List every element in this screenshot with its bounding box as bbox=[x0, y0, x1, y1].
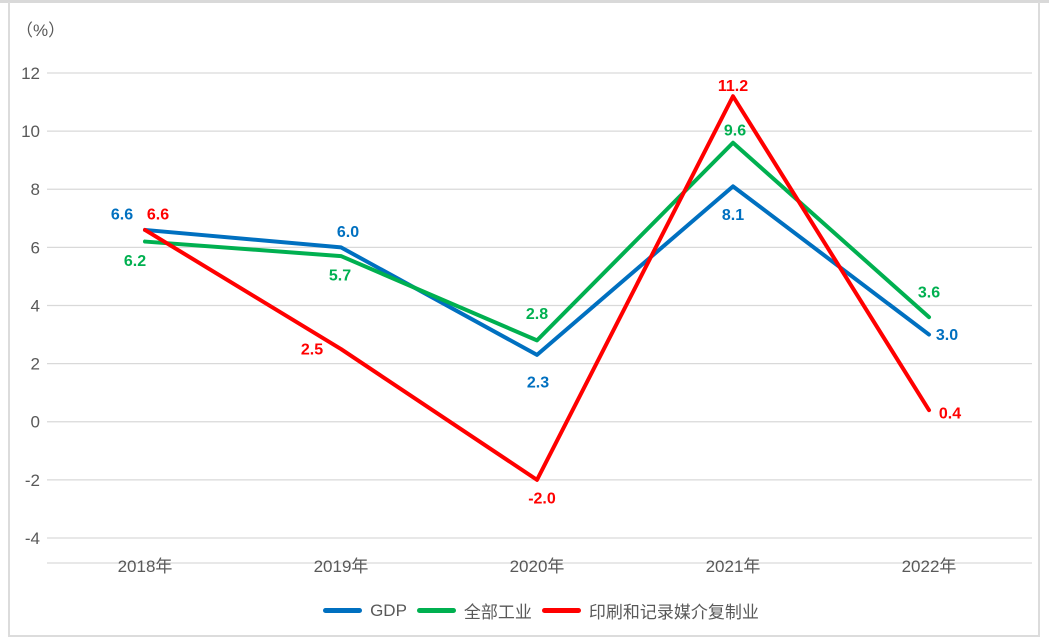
legend-swatch-all-industry bbox=[416, 608, 456, 613]
x-tick-label-2021: 2021年 bbox=[706, 557, 761, 576]
x-tick-label-2018: 2018年 bbox=[118, 557, 173, 576]
data-label-all-industry-2020年: 2.8 bbox=[526, 306, 548, 323]
data-label-gdp-2019年: 6.0 bbox=[337, 224, 359, 241]
data-label-all-industry-2019年: 5.7 bbox=[329, 268, 351, 285]
legend-label-gdp: GDP bbox=[370, 600, 407, 620]
chart-frame bbox=[8, 2, 1040, 637]
chart-legend: GDP 全部工业 印刷和记录媒介复制业 bbox=[47, 598, 1035, 623]
legend-label-all-industry: 全部工业 bbox=[463, 603, 532, 622]
data-label-printing-media-2018年: 6.6 bbox=[147, 207, 169, 224]
y-tick-label--2: -2 bbox=[25, 471, 40, 490]
x-tick-label-2020: 2020年 bbox=[510, 557, 565, 576]
data-label-gdp-2022年: 3.0 bbox=[936, 327, 958, 344]
data-label-printing-media-2019年: 2.5 bbox=[301, 342, 323, 359]
x-tick-label-2022: 2022年 bbox=[902, 557, 957, 576]
y-tick-label-0: 0 bbox=[31, 413, 40, 432]
chart-frame-top-border bbox=[0, 0, 1049, 3]
data-label-printing-media-2022年: 0.4 bbox=[939, 406, 961, 423]
data-label-all-industry-2021年: 9.6 bbox=[724, 122, 746, 139]
legend-item-gdp: GDP bbox=[323, 601, 407, 621]
legend-item-printing-media: 印刷和记录媒介复制业 bbox=[541, 598, 759, 623]
data-label-gdp-2018年: 6.6 bbox=[111, 207, 133, 224]
series-line-printing-media bbox=[143, 94, 931, 482]
y-tick-label--4: -4 bbox=[25, 529, 40, 548]
data-label-printing-media-2021年: 11.2 bbox=[718, 78, 748, 95]
legend-swatch-gdp bbox=[323, 608, 363, 613]
data-label-printing-media-2020年: -2.0 bbox=[528, 490, 556, 507]
x-tick-label-2019: 2019年 bbox=[314, 557, 369, 576]
series-line-gdp bbox=[143, 184, 931, 357]
legend-swatch-printing-media bbox=[541, 608, 581, 613]
legend-label-printing-media: 印刷和记录媒介复制业 bbox=[588, 603, 759, 622]
y-axis-unit-label: （%） bbox=[16, 21, 66, 40]
y-tick-label-2: 2 bbox=[31, 355, 40, 374]
y-tick-label-4: 4 bbox=[31, 296, 40, 315]
y-tick-label-8: 8 bbox=[31, 180, 40, 199]
data-label-all-industry-2018年: 6.2 bbox=[124, 253, 146, 270]
data-label-gdp-2020年: 2.3 bbox=[527, 375, 549, 392]
data-label-gdp-2021年: 8.1 bbox=[722, 207, 744, 224]
y-tick-label-12: 12 bbox=[21, 64, 40, 83]
legend-item-all-industry: 全部工业 bbox=[416, 598, 532, 623]
data-label-all-industry-2022年: 3.6 bbox=[918, 285, 940, 302]
y-tick-label-6: 6 bbox=[31, 238, 40, 257]
y-tick-label-10: 10 bbox=[21, 122, 40, 141]
